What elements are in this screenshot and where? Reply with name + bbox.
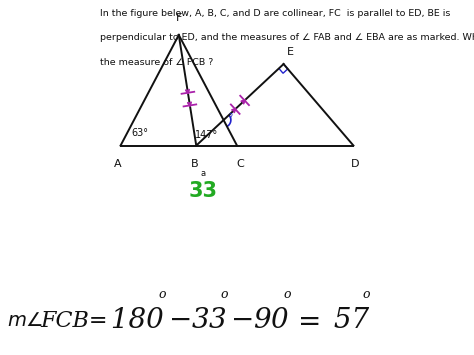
Text: perpendicular to ED, and the measures of ∠ FAB and ∠ EBA are as marked. What is: perpendicular to ED, and the measures of… <box>100 33 474 43</box>
Text: $=$: $=$ <box>292 307 319 334</box>
Text: o: o <box>363 288 370 301</box>
Text: A: A <box>114 159 121 169</box>
Text: $-$90: $-$90 <box>230 307 290 334</box>
Text: $-$33: $-$33 <box>168 307 228 334</box>
Text: C: C <box>236 159 244 169</box>
Text: E: E <box>287 47 294 57</box>
Text: o: o <box>283 288 291 301</box>
Text: FCB=: FCB= <box>40 310 108 332</box>
Text: $m\angle$: $m\angle$ <box>7 312 44 330</box>
Text: the measure of ∠ FCB ?: the measure of ∠ FCB ? <box>100 58 214 67</box>
Text: D: D <box>351 159 359 169</box>
Text: o: o <box>220 288 228 301</box>
Text: 57: 57 <box>325 307 369 334</box>
Text: o: o <box>159 288 166 301</box>
Text: a: a <box>201 169 206 178</box>
Text: In the figure below, A, B, C, and D are collinear, FC  is parallel to ED, BE is: In the figure below, A, B, C, and D are … <box>100 9 451 18</box>
Text: 147°: 147° <box>195 130 218 140</box>
Text: 180: 180 <box>102 307 164 334</box>
Text: B: B <box>191 159 199 169</box>
Text: ?: ? <box>228 113 232 122</box>
Text: F: F <box>175 13 182 23</box>
Text: 33: 33 <box>189 181 218 201</box>
Text: 63°: 63° <box>131 128 148 138</box>
